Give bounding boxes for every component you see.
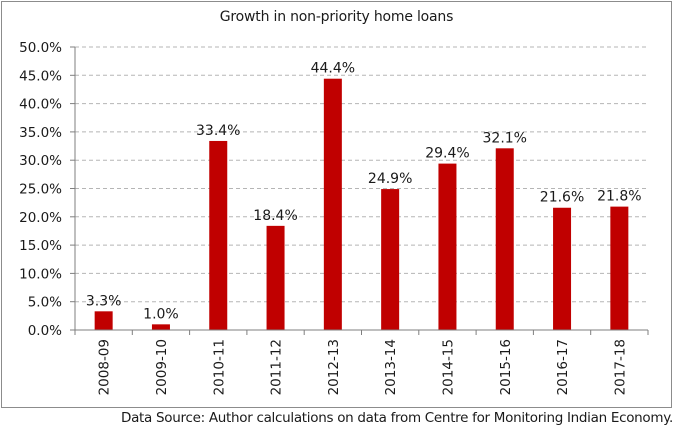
data-label: 3.3% [86,293,122,309]
x-tick-label: 2017-18 [612,339,628,395]
bar [323,78,342,330]
y-tick-label: 35.0% [19,125,62,141]
data-label: 24.9% [368,171,412,187]
data-label: 21.8% [597,189,641,205]
y-tick-label: 40.0% [19,97,62,113]
y-tick-label: 45.0% [19,68,62,84]
x-tick-label: 2011-12 [269,339,285,395]
y-tick-label: 20.0% [19,210,62,226]
bar [94,311,113,330]
y-tick-label: 15.0% [19,238,62,254]
x-tick-label: 2009-10 [154,339,170,395]
source-note: Data Source: Author calculations on data… [120,410,673,426]
x-tick-label: 2013-14 [383,339,399,395]
y-tick-label: 5.0% [28,295,62,311]
x-tick-label: 2012-13 [326,339,342,395]
bar [610,206,629,330]
data-label: 18.4% [253,208,297,224]
bar [381,189,400,330]
bar [266,225,285,330]
x-tick-label: 2014-15 [440,339,456,395]
y-tick-label: 50.0% [19,40,62,56]
y-tick-label: 30.0% [19,153,62,169]
x-tick-label: 2016-17 [555,339,571,395]
chart-title: Growth in non-priority home loans [219,9,454,25]
y-tick-label: 10.0% [19,266,62,282]
x-tick-label: 2015-16 [498,339,514,395]
bar-chart: 0.0% 5.0% 10.0% 15.0% 20.0% 25.0% 30.0% 35.0% 40… [19,40,649,395]
data-label: 1.0% [143,306,179,322]
y-tick-label: 0.0% [28,323,62,339]
bar [553,207,572,330]
x-tick-label: 2008-09 [97,339,113,395]
data-label: 44.4% [311,61,355,77]
data-label: 29.4% [425,146,469,162]
bar [495,148,514,330]
bar [209,140,228,330]
y-tick-label: 25.0% [19,182,62,198]
x-tick-label: 2010-11 [211,339,227,395]
data-label: 21.6% [540,190,584,206]
bar [438,163,457,330]
data-label: 33.4% [196,123,240,139]
bar [151,324,170,330]
data-label: 32.1% [483,130,527,146]
